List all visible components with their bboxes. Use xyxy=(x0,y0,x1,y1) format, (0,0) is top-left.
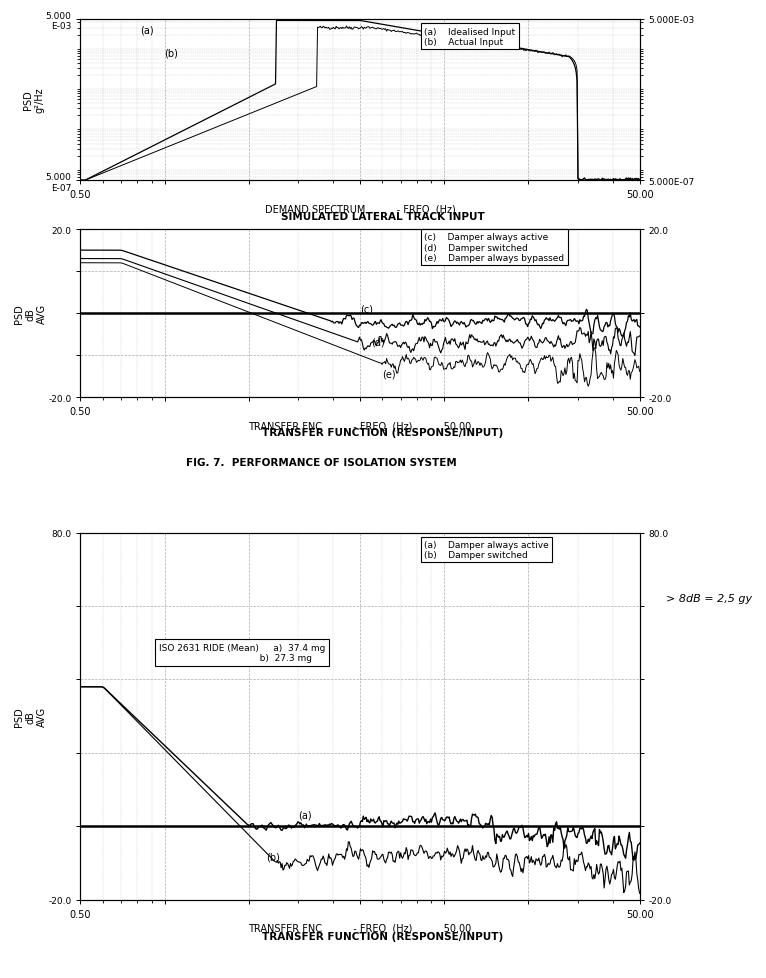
Text: (c): (c) xyxy=(360,304,373,314)
Text: TRANSFER FUNCTION (RESPONSE/INPUT): TRANSFER FUNCTION (RESPONSE/INPUT) xyxy=(263,427,503,437)
Y-axis label: PSD
g²/Hz: PSD g²/Hz xyxy=(22,87,44,113)
Text: SIMULATED LATERAL TRACK INPUT: SIMULATED LATERAL TRACK INPUT xyxy=(281,212,485,222)
Y-axis label: PSD
dB
AVG: PSD dB AVG xyxy=(14,706,47,727)
Text: FIG. 7.  PERFORMANCE OF ISOLATION SYSTEM: FIG. 7. PERFORMANCE OF ISOLATION SYSTEM xyxy=(186,458,457,467)
X-axis label: TRANSFER FNC          - FREQ  (Hz)          50.00: TRANSFER FNC - FREQ (Hz) 50.00 xyxy=(248,422,472,431)
Y-axis label: PSD
dB
AVG: PSD dB AVG xyxy=(14,304,47,324)
Text: (c)    Damper always active
(d)    Damper switched
(e)    Damper always bypassed: (c) Damper always active (d) Damper swit… xyxy=(424,233,565,263)
Text: (d): (d) xyxy=(372,337,385,347)
Text: (b): (b) xyxy=(266,852,280,862)
Text: ISO 2631 RIDE (Mean)     a)  37.4 mg
                                   b)  27.3: ISO 2631 RIDE (Mean) a) 37.4 mg b) 27.3 xyxy=(159,644,325,662)
Text: (a)    Idealised Input
(b)    Actual Input: (a) Idealised Input (b) Actual Input xyxy=(424,27,516,47)
Text: (a): (a) xyxy=(140,26,154,36)
Text: (a): (a) xyxy=(298,809,312,820)
X-axis label: TRANSFER FNC          - FREQ  (Hz)          50.00: TRANSFER FNC - FREQ (Hz) 50.00 xyxy=(248,923,472,933)
X-axis label: DEMAND SPECTRUM          - FREQ  (Hz): DEMAND SPECTRUM - FREQ (Hz) xyxy=(264,204,456,214)
Text: (a)    Damper always active
(b)    Damper switched: (a) Damper always active (b) Damper swit… xyxy=(424,541,549,559)
Text: > 8dB = 2,5 gy: > 8dB = 2,5 gy xyxy=(666,594,752,603)
Text: (e): (e) xyxy=(382,369,396,379)
Text: (b): (b) xyxy=(165,49,178,59)
Text: TRANSFER FUNCTION (RESPONSE/INPUT): TRANSFER FUNCTION (RESPONSE/INPUT) xyxy=(263,931,503,941)
